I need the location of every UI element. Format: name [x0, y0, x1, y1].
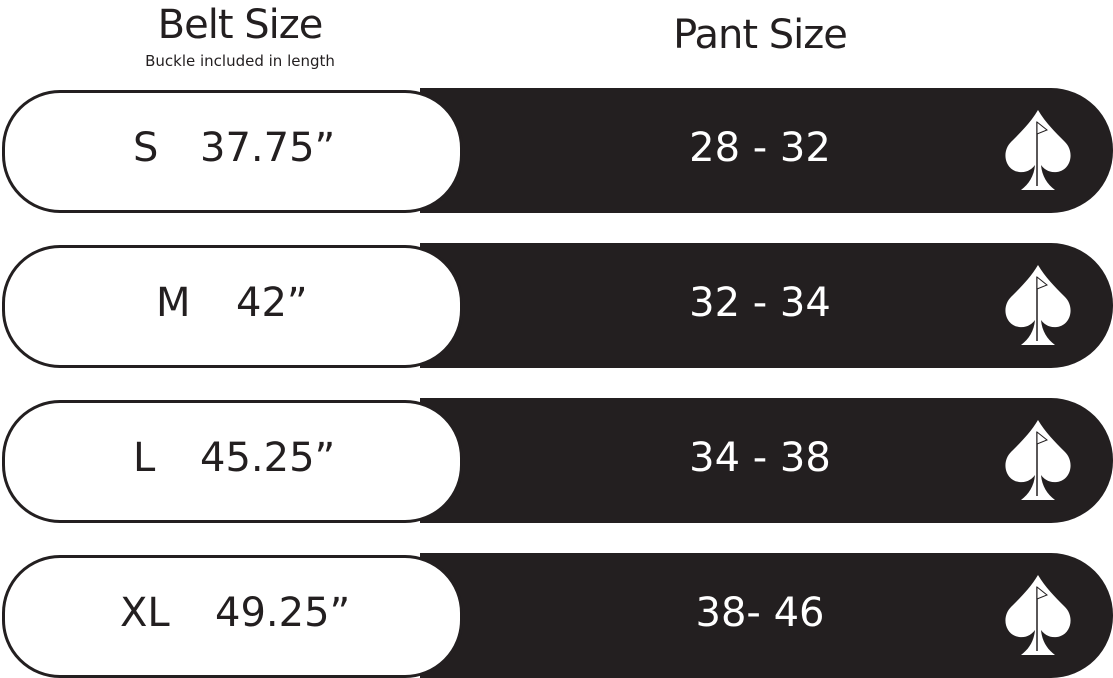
pant-size-range: 34 - 38	[689, 435, 831, 481]
pant-size-bar	[420, 243, 1113, 368]
belt-size-pill	[2, 400, 463, 523]
pant-size-range: 38- 46	[695, 590, 825, 636]
spade-golf-flag-icon	[1005, 110, 1071, 190]
belt-size-heading: Belt Size	[157, 2, 324, 48]
spade-golf-flag-icon	[1005, 265, 1071, 345]
belt-size-pill	[2, 555, 463, 678]
belt-length: 42”	[236, 280, 308, 326]
belt-size-pill	[2, 245, 463, 368]
size-row: L 45.25” 34 - 38	[0, 398, 1113, 523]
size-label: L	[133, 435, 156, 481]
belt-size-pill	[2, 90, 463, 213]
belt-length: 45.25”	[200, 435, 336, 481]
size-label: M	[156, 280, 191, 326]
spade-golf-flag-icon	[1005, 420, 1071, 500]
belt-length: 37.75”	[200, 125, 336, 171]
pant-size-bar	[420, 88, 1113, 213]
size-label: S	[133, 125, 159, 171]
size-row: XL 49.25” 38- 46	[0, 553, 1113, 678]
pant-size-range: 28 - 32	[689, 125, 831, 171]
size-row: M 42” 32 - 34	[0, 243, 1113, 368]
belt-length: 49.25”	[215, 590, 351, 636]
pant-size-bar	[420, 553, 1113, 678]
pant-size-bar	[420, 398, 1113, 523]
spade-golf-flag-icon	[1005, 575, 1071, 655]
size-label: XL	[120, 590, 170, 636]
pant-size-range: 32 - 34	[689, 280, 831, 326]
belt-size-note: Buckle included in length	[145, 52, 335, 70]
size-row: S 37.75” 28 - 32	[0, 88, 1113, 213]
pant-size-heading: Pant Size	[673, 12, 848, 58]
